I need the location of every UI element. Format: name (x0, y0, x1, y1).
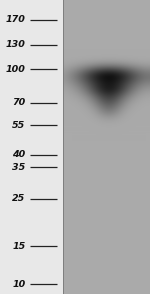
Text: 170: 170 (6, 15, 26, 24)
Text: 35: 35 (12, 163, 26, 172)
Text: 100: 100 (6, 65, 26, 74)
Text: 10: 10 (12, 280, 26, 289)
Bar (0, 0, 63, 294)
Text: 40: 40 (12, 150, 26, 159)
Text: 25: 25 (12, 194, 26, 203)
Text: 55: 55 (12, 121, 26, 130)
Text: 130: 130 (6, 40, 26, 49)
Text: 70: 70 (12, 98, 26, 107)
Text: 15: 15 (12, 242, 26, 251)
Bar (63, 0, 150, 294)
